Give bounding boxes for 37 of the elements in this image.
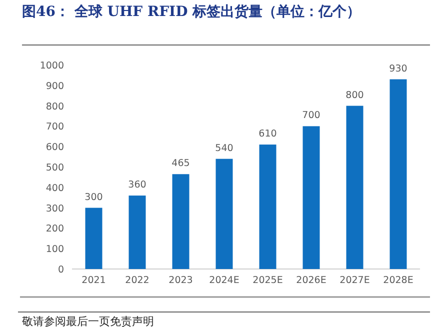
x-tick-label: 2026E [296,275,326,286]
data-label: 540 [215,142,234,154]
y-tick-label: 800 [46,101,64,112]
bar [216,158,233,269]
y-tick-label: 700 [46,122,64,133]
x-tick-label: 2027E [340,275,370,286]
bar [346,106,364,269]
y-tick-label: 100 [46,244,64,256]
y-tick-label: 0 [58,264,64,276]
x-tick-label: 2021 [82,275,106,286]
data-label: 610 [258,128,277,140]
bar [172,174,190,269]
data-label: 930 [389,63,408,74]
text: 敬请参阅最后一页免责声明 [22,315,154,327]
data-label: 360 [128,180,146,191]
y-tick-label: 500 [46,162,64,174]
y-tick-label: 400 [46,182,64,194]
y-tick-label: 200 [46,224,64,235]
y-tick-label: 300 [46,203,64,214]
data-label: 300 [84,192,103,203]
data-label: 700 [302,110,320,122]
y-tick-label: 900 [46,80,64,92]
chart-title: 图46： 全球 UHF RFID 标签出货量（单位：亿个） [22,4,361,20]
bar [259,144,276,269]
x-tick-label: 2022 [125,275,150,286]
bar [390,79,407,269]
x-tick-label: 2023 [168,275,193,286]
x-tick-label: 2028E [383,275,414,286]
y-tick-label: 600 [46,142,64,154]
y-tick-label: 1000 [40,60,64,72]
data-label: 800 [346,90,364,101]
bar [302,126,320,269]
x-tick-label: 2025E [252,275,283,286]
x-tick-label: 2024E [209,275,240,286]
data-label: 465 [172,158,190,170]
bar [85,208,102,269]
bar [128,196,146,269]
